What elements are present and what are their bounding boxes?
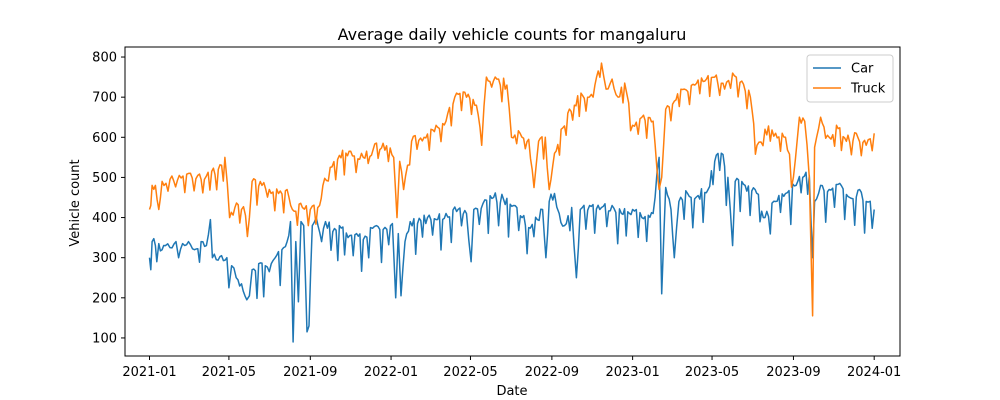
y-tick-label: 800 — [92, 51, 117, 66]
x-tick-label: 2021-09 — [283, 365, 337, 380]
y-tick-label: 500 — [92, 171, 117, 186]
x-tick-label: 2023-09 — [766, 365, 820, 380]
plot-frame — [124, 46, 901, 357]
y-tick-label: 600 — [92, 131, 117, 146]
y-axis-label: Vehicle count — [68, 159, 83, 246]
x-tick-label: 2021-05 — [202, 365, 256, 380]
x-axis-label: Date — [496, 384, 527, 399]
legend-box — [806, 54, 894, 103]
axes-layer: 2021-01 2021-05 2021-09 2022-01 2022-05 2022-… — [92, 46, 901, 380]
y-tick-label: 700 — [92, 91, 117, 106]
chart-title: Average daily vehicle counts for mangalu… — [338, 25, 687, 44]
y-tick-label: 400 — [92, 211, 117, 226]
x-tick-label: 2022-09 — [525, 365, 579, 380]
y-tick-label: 300 — [92, 251, 117, 266]
x-tick-label: 2023-01 — [605, 365, 659, 380]
y-tick-label: 100 — [92, 331, 117, 346]
x-tick-label: 2022-01 — [364, 365, 418, 380]
y-tick-label: 200 — [92, 291, 117, 306]
series-layer — [148, 62, 875, 343]
x-tick-label: 2022-05 — [443, 365, 497, 380]
x-tick-label: 2021-01 — [122, 365, 176, 380]
legend: Car Truck — [806, 54, 894, 103]
x-tick-label: 2024-01 — [847, 365, 901, 380]
legend-label-car: Car — [851, 62, 874, 77]
x-tick-label: 2023-05 — [685, 365, 739, 380]
series-line-car — [148, 152, 875, 343]
series-line-truck — [148, 62, 875, 317]
legend-label-truck: Truck — [850, 82, 886, 97]
